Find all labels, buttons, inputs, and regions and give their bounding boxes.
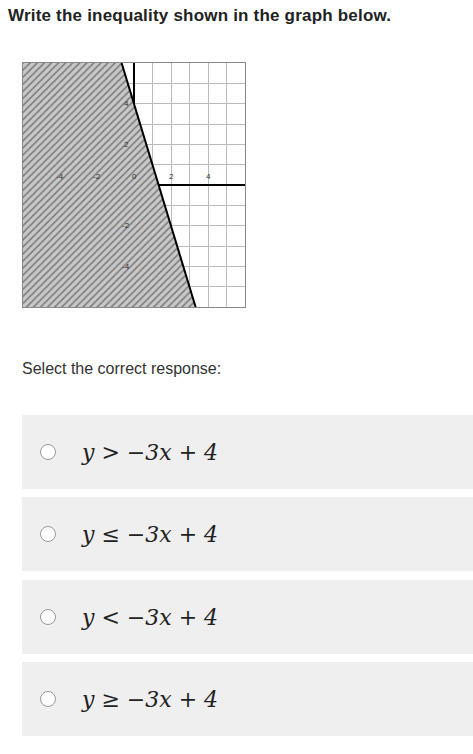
html-text:y < −3x + 4: y < −3x + 4 <box>82 604 219 630</box>
svg-text:-2: -2 <box>93 172 101 181</box>
svg-text:0: 0 <box>132 172 137 181</box>
svg-text:4: 4 <box>124 99 129 108</box>
html-text:y > −3x + 4: y > −3x + 4 <box>82 439 219 465</box>
svg-text:2: 2 <box>124 140 129 149</box>
html-text:Select the correct response:: Select the correct response: <box>22 360 222 377</box>
html-text:y ≥ −3x + 4: y ≥ −3x + 4 <box>82 686 219 712</box>
svg-text:-4: -4 <box>122 262 130 271</box>
svg-text:-4: -4 <box>56 172 64 181</box>
html-text:y ≤ −3x + 4: y ≤ −3x + 4 <box>82 521 219 547</box>
svg-text:4: 4 <box>206 172 211 181</box>
html-text:Write the inequality shown in: Write the inequality shown in the graph … <box>8 6 392 25</box>
svg-text:-2: -2 <box>122 221 130 230</box>
svg-text:2: 2 <box>169 172 174 181</box>
